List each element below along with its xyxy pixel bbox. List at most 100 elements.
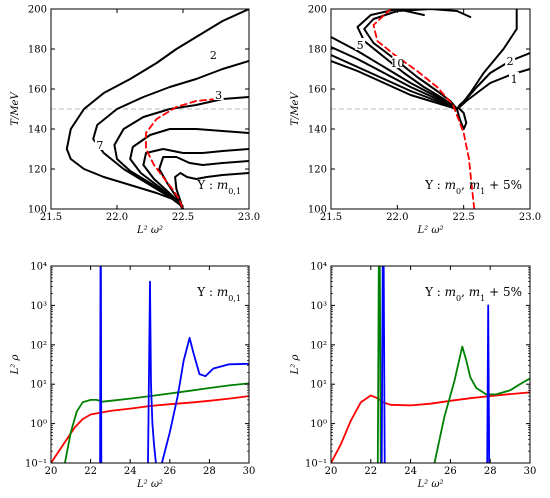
x-tick-label: 26 xyxy=(444,466,457,477)
series-line-4 xyxy=(129,128,249,209)
y-tick-label: 140 xyxy=(28,125,47,136)
y-tick-label: 120 xyxy=(308,165,327,176)
y-axis-label: T/MeV xyxy=(290,91,301,126)
x-tick-label: 20 xyxy=(45,466,58,477)
y-tick-label: 10¹ xyxy=(30,380,47,391)
x-axis-label: L² ω² xyxy=(136,479,163,490)
series-line-7 xyxy=(331,46,458,110)
x-tick-label: 22.0 xyxy=(386,212,408,223)
x-tick-label: 22.5 xyxy=(453,212,475,223)
series-line-6 xyxy=(331,36,458,110)
y-tick-label: 100 xyxy=(308,205,327,216)
chart-panel-3: 20 22 24 26 28 30 10⁻¹ 10⁰ 10¹ 10² 10³ 10⁴ L² ω² L² ρ… xyxy=(10,262,255,491)
series-line-7 xyxy=(174,172,249,209)
y-tick-label: 10⁰ xyxy=(310,419,327,430)
series-line-11 xyxy=(372,9,476,209)
y-axis-label: T/MeV xyxy=(10,91,21,126)
x-tick-label: 23.0 xyxy=(238,212,260,223)
plot-frame xyxy=(50,265,250,464)
series-line-3 xyxy=(99,266,103,463)
series-line-5 xyxy=(356,9,458,110)
x-tick-label: 21.5 xyxy=(40,212,62,223)
y-tick-label: 10³ xyxy=(310,301,327,312)
series-line-6 xyxy=(158,156,249,209)
y-tick-label: 120 xyxy=(28,165,47,176)
series-line-2 xyxy=(92,60,249,209)
y-tick-label: 10⁴ xyxy=(310,262,327,273)
contour-label-4: 1 xyxy=(511,73,518,86)
contour-label-bg xyxy=(392,56,403,68)
contour-label-1: 2 xyxy=(210,49,217,62)
y-tick-label: 10¹ xyxy=(310,380,327,391)
contour-label-bg xyxy=(505,54,516,66)
x-axis-label: L² ω² xyxy=(417,225,444,236)
contour-label-2: 10 xyxy=(390,57,404,70)
y-tick-label: 140 xyxy=(308,125,327,136)
panel-annotation: Υ : m0, m1 + 5% xyxy=(424,285,522,303)
x-tick-label: 30 xyxy=(524,466,537,477)
contour-label-3: 2 xyxy=(507,55,514,68)
series-line-8 xyxy=(145,98,217,209)
y-tick-label: 180 xyxy=(308,45,327,56)
contour-label-2: 3 xyxy=(215,89,222,102)
series-line-3 xyxy=(456,9,518,110)
panel-annotation: Υ : m0,1 xyxy=(196,178,241,196)
y-tick-label: 10⁰ xyxy=(30,419,47,430)
x-axis-label: L² ω² xyxy=(136,225,163,236)
y-axis-label: L² ρ xyxy=(290,355,301,376)
x-axis-label: L² ω² xyxy=(417,479,444,490)
y-tick-label: 180 xyxy=(28,45,47,56)
series-line-1 xyxy=(65,9,249,209)
series-line-1 xyxy=(51,395,249,463)
contour-label-bg xyxy=(94,138,105,150)
contour-label-bg xyxy=(213,88,224,100)
plot-frame xyxy=(330,265,531,464)
chart-panel-2: 5 10 2 1 21.5 22.0 22.5 23.0 100 120 140 160 180 200 L… xyxy=(290,5,541,237)
x-tick-label: 23.0 xyxy=(519,212,541,223)
y-tick-label: 160 xyxy=(308,85,327,96)
x-tick-label: 22 xyxy=(84,466,97,477)
contour-label-bg xyxy=(355,38,366,50)
series-line-3 xyxy=(380,266,386,463)
x-tick-label: 28 xyxy=(484,466,497,477)
x-tick-label: 22 xyxy=(364,466,377,477)
chart-panel-4: 20 22 24 26 28 30 10⁻¹ 10⁰ 10¹ 10² 10³ 10⁴ L² ω² L² ρ… xyxy=(290,262,536,491)
series-line-10 xyxy=(456,108,468,130)
series-line-4 xyxy=(433,345,530,463)
y-tick-label: 100 xyxy=(28,205,47,216)
contour-label-bg xyxy=(509,72,520,84)
panel-annotation: Υ : m0, m1 + 5% xyxy=(424,178,522,196)
x-tick-label: 20 xyxy=(325,466,338,477)
series-line-4 xyxy=(147,280,157,463)
y-tick-label: 10² xyxy=(30,340,47,351)
series-line-8 xyxy=(331,54,458,110)
series-line-2 xyxy=(376,266,382,463)
series-line-5 xyxy=(486,304,491,463)
series-line-5 xyxy=(142,148,249,209)
x-tick-label: 28 xyxy=(203,466,216,477)
x-tick-label: 26 xyxy=(163,466,176,477)
series-line-1 xyxy=(331,391,530,463)
series-line-5 xyxy=(160,336,249,463)
y-axis-label: L² ρ xyxy=(10,355,21,376)
x-tick-label: 22.5 xyxy=(172,212,194,223)
x-tick-label: 22.0 xyxy=(106,212,128,223)
y-tick-label: 10² xyxy=(310,340,327,351)
y-tick-label: 10⁻¹ xyxy=(25,459,47,470)
y-tick-label: 200 xyxy=(28,5,47,16)
chart-panel-1: 2 3 7 21.5 22.0 22.5 23.0 100 120 140 160 180 200 L² … xyxy=(10,5,260,237)
panel-annotation: Υ : m0,1 xyxy=(196,285,241,303)
y-tick-label: 200 xyxy=(308,5,327,16)
x-tick-label: 21.5 xyxy=(320,212,342,223)
x-tick-label: 24 xyxy=(404,466,417,477)
contour-label-3: 7 xyxy=(96,139,103,152)
plot-frame xyxy=(330,8,531,210)
plot-frame xyxy=(50,8,250,210)
series-line-9 xyxy=(331,60,458,110)
y-tick-label: 10³ xyxy=(30,301,47,312)
y-tick-label: 10⁻¹ xyxy=(305,459,327,470)
y-tick-label: 10⁴ xyxy=(30,262,47,273)
x-tick-label: 24 xyxy=(124,466,137,477)
contour-label-1: 5 xyxy=(357,39,364,52)
